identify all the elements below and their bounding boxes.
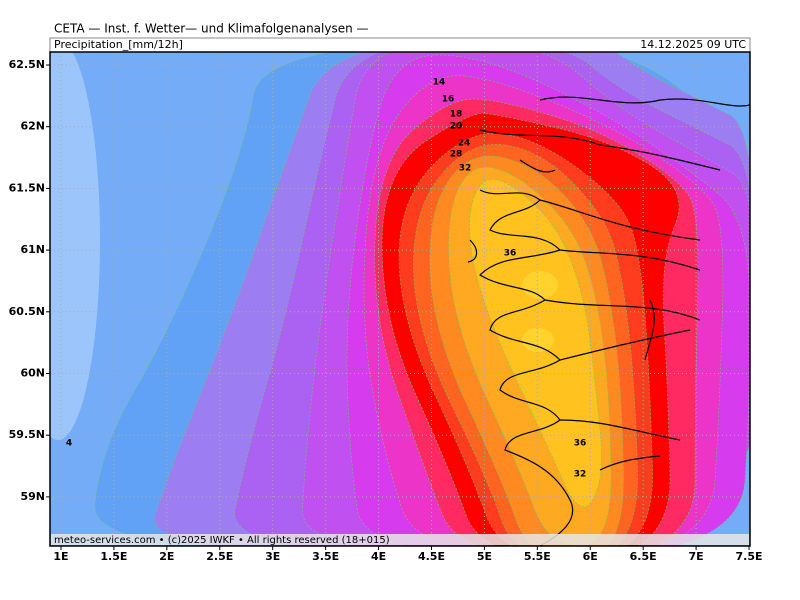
precip-field [50, 52, 750, 546]
y-tick-label: 59N [20, 490, 45, 503]
y-tick-label: 60N [20, 367, 45, 380]
footer-bar [51, 534, 749, 545]
x-tick-label: 5.5E [524, 550, 551, 563]
contour-label: 36 [574, 439, 587, 449]
x-tick-label: 1E [53, 550, 68, 563]
x-tick-label: 3E [265, 550, 280, 563]
x-tick-label: 6E [583, 550, 598, 563]
contour-label: 32 [574, 470, 587, 480]
y-tick-label: 60.5N [9, 305, 45, 318]
y-tick-label: 59.5N [9, 428, 45, 441]
contour-label: 16 [442, 95, 455, 105]
header-title: CETA — Inst. f. Wetter— und Klimafolgena… [54, 22, 369, 36]
product-label: Precipitation_[mm/12h] [54, 38, 183, 51]
x-tick-label: 3.5E [312, 550, 339, 563]
contour-label: 4 [66, 439, 72, 449]
band [522, 271, 558, 299]
x-tick-label: 2E [159, 550, 174, 563]
grid [50, 52, 750, 546]
y-tick-label: 62N [20, 120, 45, 133]
map-frame [49, 51, 751, 547]
x-tick-label: 6.5E [630, 550, 657, 563]
contour-label: 28 [450, 150, 463, 160]
coastline [467, 96, 750, 546]
valid-time: 14.12.2025 09 UTC [640, 38, 746, 51]
y-tick-label: 61.5N [9, 181, 45, 194]
contour-label: 32 [459, 164, 472, 174]
y-tick-label: 62.5N [9, 58, 45, 71]
x-tick-label: 4.5E [418, 550, 445, 563]
contour-label: 18 [450, 110, 463, 120]
x-tick-label: 1.5E [100, 550, 127, 563]
labels: 1E 1.5E 2E 2.5E 3E 3.5E 4E 4.5E 5E 5.5E 6E 6.5E 7E 7.… [9, 58, 763, 563]
contour-label: 36 [504, 249, 517, 259]
x-tick-label: 2.5E [206, 550, 233, 563]
contour-label: 20 [450, 122, 463, 132]
band [522, 328, 554, 352]
x-tick-label: 7.5E [736, 550, 763, 563]
contour-label: 24 [458, 139, 471, 149]
x-tick-label: 4E [371, 550, 386, 563]
x-tick-label: 7E [689, 550, 704, 563]
contour-label: 14 [433, 78, 446, 88]
y-tick-label: 61N [20, 243, 45, 256]
x-tick-label: 5E [477, 550, 492, 563]
band [50, 52, 100, 440]
footer-credit: meteo-services.com • (c)2025 IWKF • All … [54, 535, 390, 546]
